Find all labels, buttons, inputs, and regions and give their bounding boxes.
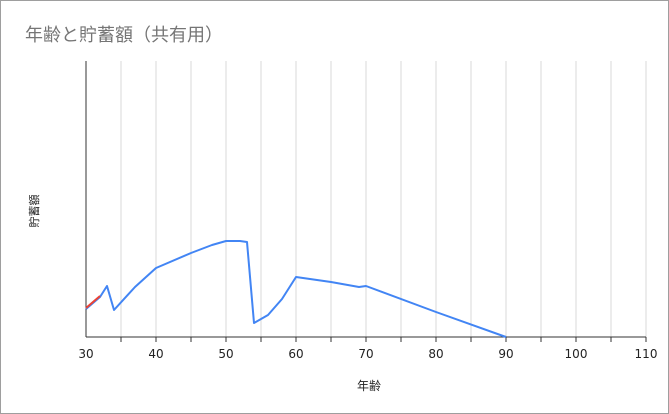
x-axis-label: 年齢 [356, 379, 382, 393]
x-tick-label: 30 [78, 347, 93, 361]
x-tick-label: 100 [565, 347, 588, 361]
chart-title: 年齢と貯蓄額（共有用） [25, 25, 223, 46]
x-tick-label: 80 [428, 347, 443, 361]
series-line-1 [85, 295, 101, 309]
x-tick-label: 70 [358, 347, 373, 361]
x-tick-label: 90 [498, 347, 513, 361]
x-tick-label: 110 [635, 347, 658, 361]
x-tick-label: 40 [148, 347, 163, 361]
series-line-0 [85, 240, 507, 338]
x-tick-label: 50 [218, 347, 233, 361]
x-tick-label: 60 [288, 347, 303, 361]
